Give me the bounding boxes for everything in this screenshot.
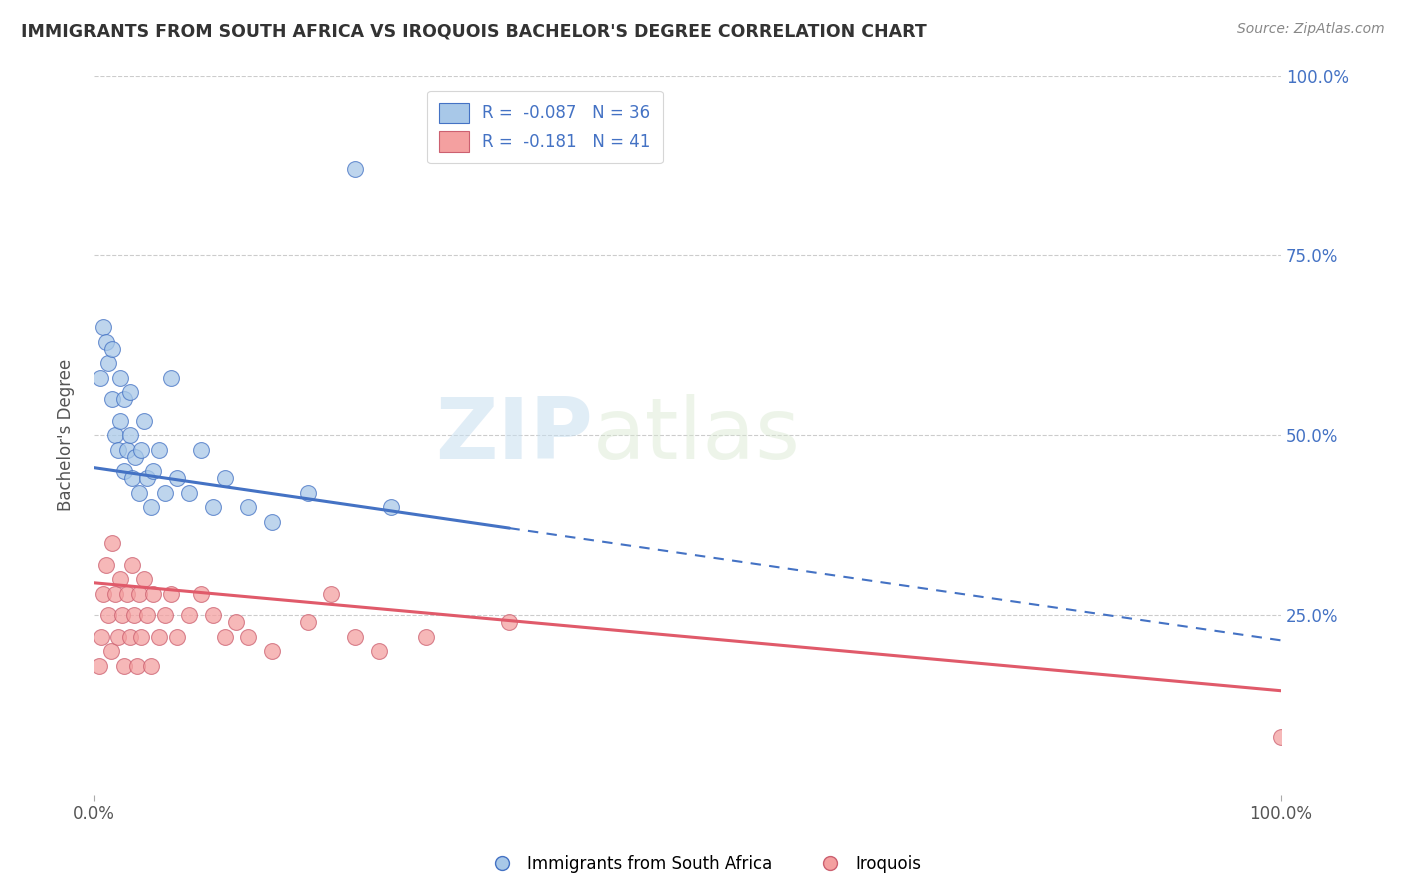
Point	[93, 320, 115, 334]
Point	[142, 464, 165, 478]
Point	[260, 644, 283, 658]
Point	[214, 471, 236, 485]
Point	[128, 486, 150, 500]
Point	[131, 630, 153, 644]
Point	[498, 615, 520, 630]
Text: IMMIGRANTS FROM SOUTH AFRICA VS IROQUOIS BACHELOR'S DEGREE CORRELATION CHART: IMMIGRANTS FROM SOUTH AFRICA VS IROQUOIS…	[21, 22, 927, 40]
Point	[115, 442, 138, 457]
Point	[107, 630, 129, 644]
Point	[148, 630, 170, 644]
Point	[166, 471, 188, 485]
Point	[90, 630, 112, 644]
Point	[344, 162, 367, 177]
Point	[201, 608, 224, 623]
Point	[100, 392, 122, 407]
Point	[94, 558, 117, 572]
Text: atlas: atlas	[592, 393, 800, 477]
Point	[238, 630, 260, 644]
Legend: Immigrants from South Africa, Iroquois: Immigrants from South Africa, Iroquois	[478, 848, 928, 880]
Point	[121, 471, 143, 485]
Point	[108, 414, 131, 428]
Point	[104, 428, 127, 442]
Point	[142, 586, 165, 600]
Point	[148, 442, 170, 457]
Text: ZIP: ZIP	[434, 393, 592, 477]
Point	[367, 644, 389, 658]
Point	[89, 370, 111, 384]
Point	[190, 586, 212, 600]
Point	[112, 464, 135, 478]
Point	[87, 658, 110, 673]
Point	[201, 500, 224, 515]
Point	[136, 471, 159, 485]
Point	[380, 500, 402, 515]
Point	[225, 615, 247, 630]
Legend: R =  -0.087   N = 36, R =  -0.181   N = 41: R = -0.087 N = 36, R = -0.181 N = 41	[427, 91, 662, 163]
Point	[124, 608, 146, 623]
Point	[121, 558, 143, 572]
Point	[100, 644, 122, 658]
Point	[124, 450, 146, 464]
Point	[321, 586, 343, 600]
Point	[238, 500, 260, 515]
Point	[107, 442, 129, 457]
Point	[260, 515, 283, 529]
Point	[139, 500, 162, 515]
Point	[214, 630, 236, 644]
Point	[160, 586, 183, 600]
Point	[100, 342, 122, 356]
Point	[153, 486, 176, 500]
Point	[108, 572, 131, 586]
Point	[93, 586, 115, 600]
Point	[297, 615, 319, 630]
Point	[153, 608, 176, 623]
Y-axis label: Bachelor's Degree: Bachelor's Degree	[58, 359, 75, 511]
Point	[177, 486, 200, 500]
Point	[108, 370, 131, 384]
Point	[100, 536, 122, 550]
Point	[112, 658, 135, 673]
Point	[136, 608, 159, 623]
Point	[104, 586, 127, 600]
Text: Source: ZipAtlas.com: Source: ZipAtlas.com	[1237, 22, 1385, 37]
Point	[132, 572, 155, 586]
Point	[344, 630, 367, 644]
Point	[115, 586, 138, 600]
Point	[160, 370, 183, 384]
Point	[128, 586, 150, 600]
Point	[166, 630, 188, 644]
Point	[112, 392, 135, 407]
Point	[94, 334, 117, 349]
Point	[139, 658, 162, 673]
Point	[131, 442, 153, 457]
Point	[177, 608, 200, 623]
Point	[1270, 731, 1292, 745]
Point	[190, 442, 212, 457]
Point	[97, 356, 120, 370]
Point	[111, 608, 134, 623]
Point	[415, 630, 437, 644]
Point	[97, 608, 120, 623]
Point	[132, 414, 155, 428]
Point	[118, 428, 141, 442]
Point	[125, 658, 148, 673]
Point	[118, 385, 141, 400]
Point	[118, 630, 141, 644]
Point	[297, 486, 319, 500]
